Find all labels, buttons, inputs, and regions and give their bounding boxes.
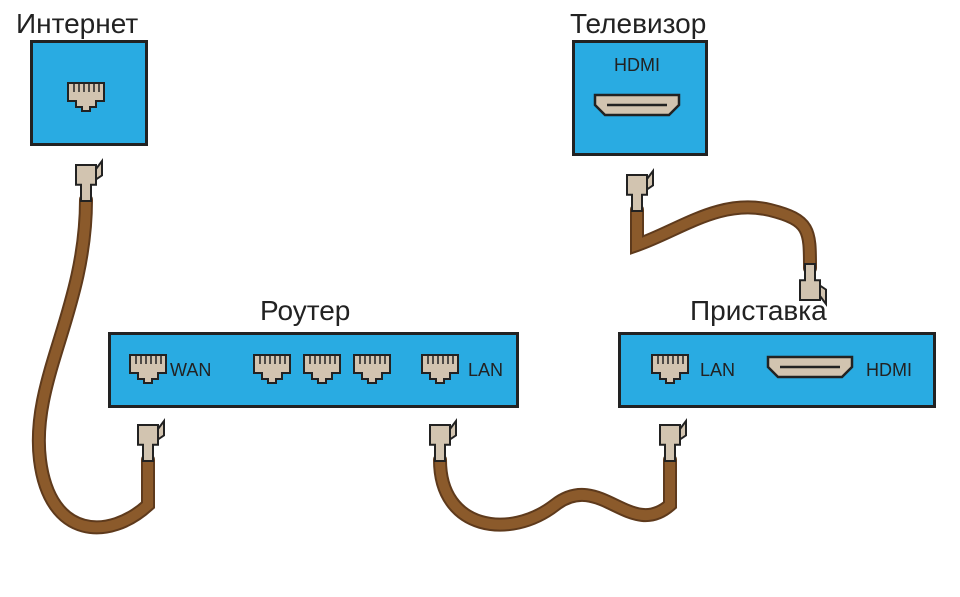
cable: [440, 460, 670, 525]
cable-plug-icon: [627, 171, 653, 211]
tv-label: Телевизор: [570, 8, 706, 40]
cable-plug-icon: [660, 421, 686, 461]
internet-box: [30, 40, 148, 146]
internet-label: Интернет: [16, 8, 138, 40]
router-label: Роутер: [260, 295, 350, 327]
cable-plug-icon: [138, 421, 164, 461]
tv-hdmi-label: HDMI: [614, 55, 660, 76]
stb-label: Приставка: [690, 295, 827, 327]
cable-plug-icon: [430, 421, 456, 461]
stb-hdmi-label: HDMI: [866, 360, 912, 381]
cable: [637, 207, 810, 268]
cable-plug-icon: [76, 161, 102, 201]
router-lan-label: LAN: [468, 360, 503, 381]
stb-lan-label: LAN: [700, 360, 735, 381]
cable: [440, 460, 670, 525]
router-wan-label: WAN: [170, 360, 211, 381]
cable: [637, 207, 810, 268]
